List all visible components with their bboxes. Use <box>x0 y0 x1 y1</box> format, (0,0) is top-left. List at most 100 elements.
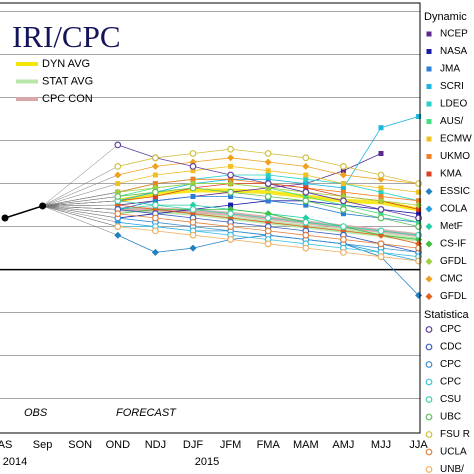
marker <box>152 172 158 178</box>
x-tick-label: DJF <box>183 439 203 451</box>
marker <box>377 227 385 235</box>
legend-label: STAT AVG <box>42 75 93 87</box>
marker <box>152 194 158 199</box>
plume-connector <box>42 205 118 219</box>
legend-label: JMA <box>440 64 460 75</box>
marker <box>114 141 122 149</box>
marker <box>426 136 432 142</box>
marker <box>227 210 235 218</box>
marker <box>189 205 197 213</box>
marker <box>265 172 271 178</box>
legend-label: GFDL <box>440 291 467 302</box>
legend-label: ECMW <box>440 134 472 145</box>
marker <box>378 189 384 195</box>
marker <box>303 176 309 182</box>
marker <box>264 158 272 166</box>
marker <box>227 188 235 196</box>
chart-title: IRI/CPC <box>12 19 121 54</box>
legend-label: KMA <box>440 169 462 180</box>
legend-label: CPC <box>440 324 461 335</box>
legend-label: FSU R <box>440 429 470 440</box>
marker <box>426 101 432 107</box>
plot-frame <box>0 2 421 434</box>
marker <box>189 218 197 226</box>
marker <box>425 188 433 195</box>
x-tick-label: MJJ <box>371 439 391 451</box>
marker <box>302 188 310 196</box>
legend-group-title: Statistica <box>424 309 470 321</box>
plume-connector <box>42 174 118 207</box>
marker <box>303 181 309 187</box>
marker <box>114 162 122 170</box>
marker <box>426 49 432 54</box>
marker <box>378 151 384 156</box>
plume-connector <box>42 191 118 207</box>
marker <box>377 197 385 205</box>
legend-label: CS-IF <box>440 239 466 250</box>
marker <box>378 194 384 199</box>
legend-label: CMC <box>440 274 463 285</box>
marker <box>151 201 159 209</box>
plume-connector <box>42 205 118 223</box>
x-tick-label: NDJ <box>145 439 166 451</box>
marker <box>302 244 310 252</box>
marker <box>377 171 385 179</box>
x-tick-label: SON <box>68 439 92 451</box>
marker <box>416 198 422 204</box>
marker <box>416 211 422 217</box>
grid-layer <box>0 11 420 400</box>
marker <box>227 180 235 188</box>
marker <box>151 154 159 162</box>
marker <box>264 240 272 248</box>
x-tick-label: OND <box>106 439 131 451</box>
obs-label: OBS <box>24 407 48 419</box>
marker <box>378 185 384 191</box>
marker <box>227 154 235 162</box>
plume-connector <box>42 204 118 207</box>
marker <box>302 218 310 226</box>
marker <box>425 240 433 248</box>
marker <box>377 253 385 261</box>
legend-label: CPC <box>440 359 461 370</box>
marker <box>265 168 271 174</box>
marker <box>378 125 384 131</box>
marker <box>151 188 159 196</box>
legend-label: NCEP <box>440 29 468 40</box>
marker <box>340 189 346 195</box>
marker <box>265 198 271 204</box>
marker <box>303 172 309 178</box>
marker <box>425 466 433 473</box>
marker <box>425 343 433 351</box>
forecast-label: FORECAST <box>116 407 177 419</box>
marker <box>425 413 433 421</box>
plume-connector <box>42 205 118 236</box>
x-tick-label: Sep <box>33 439 53 451</box>
marker <box>265 176 271 182</box>
marker <box>114 231 122 239</box>
legend-label: SCRI <box>440 81 464 92</box>
marker <box>426 31 432 37</box>
marker <box>264 193 272 200</box>
legend-label: ESSIC <box>440 186 470 197</box>
marker <box>415 214 423 222</box>
legend-label: DYN AVG <box>42 58 90 70</box>
legend-label: CSU <box>440 394 461 405</box>
marker <box>227 171 235 179</box>
marker <box>340 185 346 191</box>
observed-point <box>1 214 9 222</box>
legend-label: GFDL <box>440 256 467 267</box>
marker <box>339 171 347 179</box>
legend-group-title: Dynamic <box>424 11 467 23</box>
x-axis: AS Sep SON OND NDJ DJF JFM FMA MAM AMJ MJJ JJA 2014 2… <box>0 439 428 468</box>
marker <box>227 223 235 231</box>
marker <box>425 205 433 213</box>
marker <box>377 240 385 248</box>
marker <box>378 211 384 217</box>
marker <box>303 185 309 191</box>
marker <box>228 202 234 208</box>
legend-label: UNB/ <box>440 464 464 474</box>
x-tick-label: JJA <box>409 439 428 451</box>
marker <box>340 223 347 231</box>
marker <box>340 197 347 205</box>
